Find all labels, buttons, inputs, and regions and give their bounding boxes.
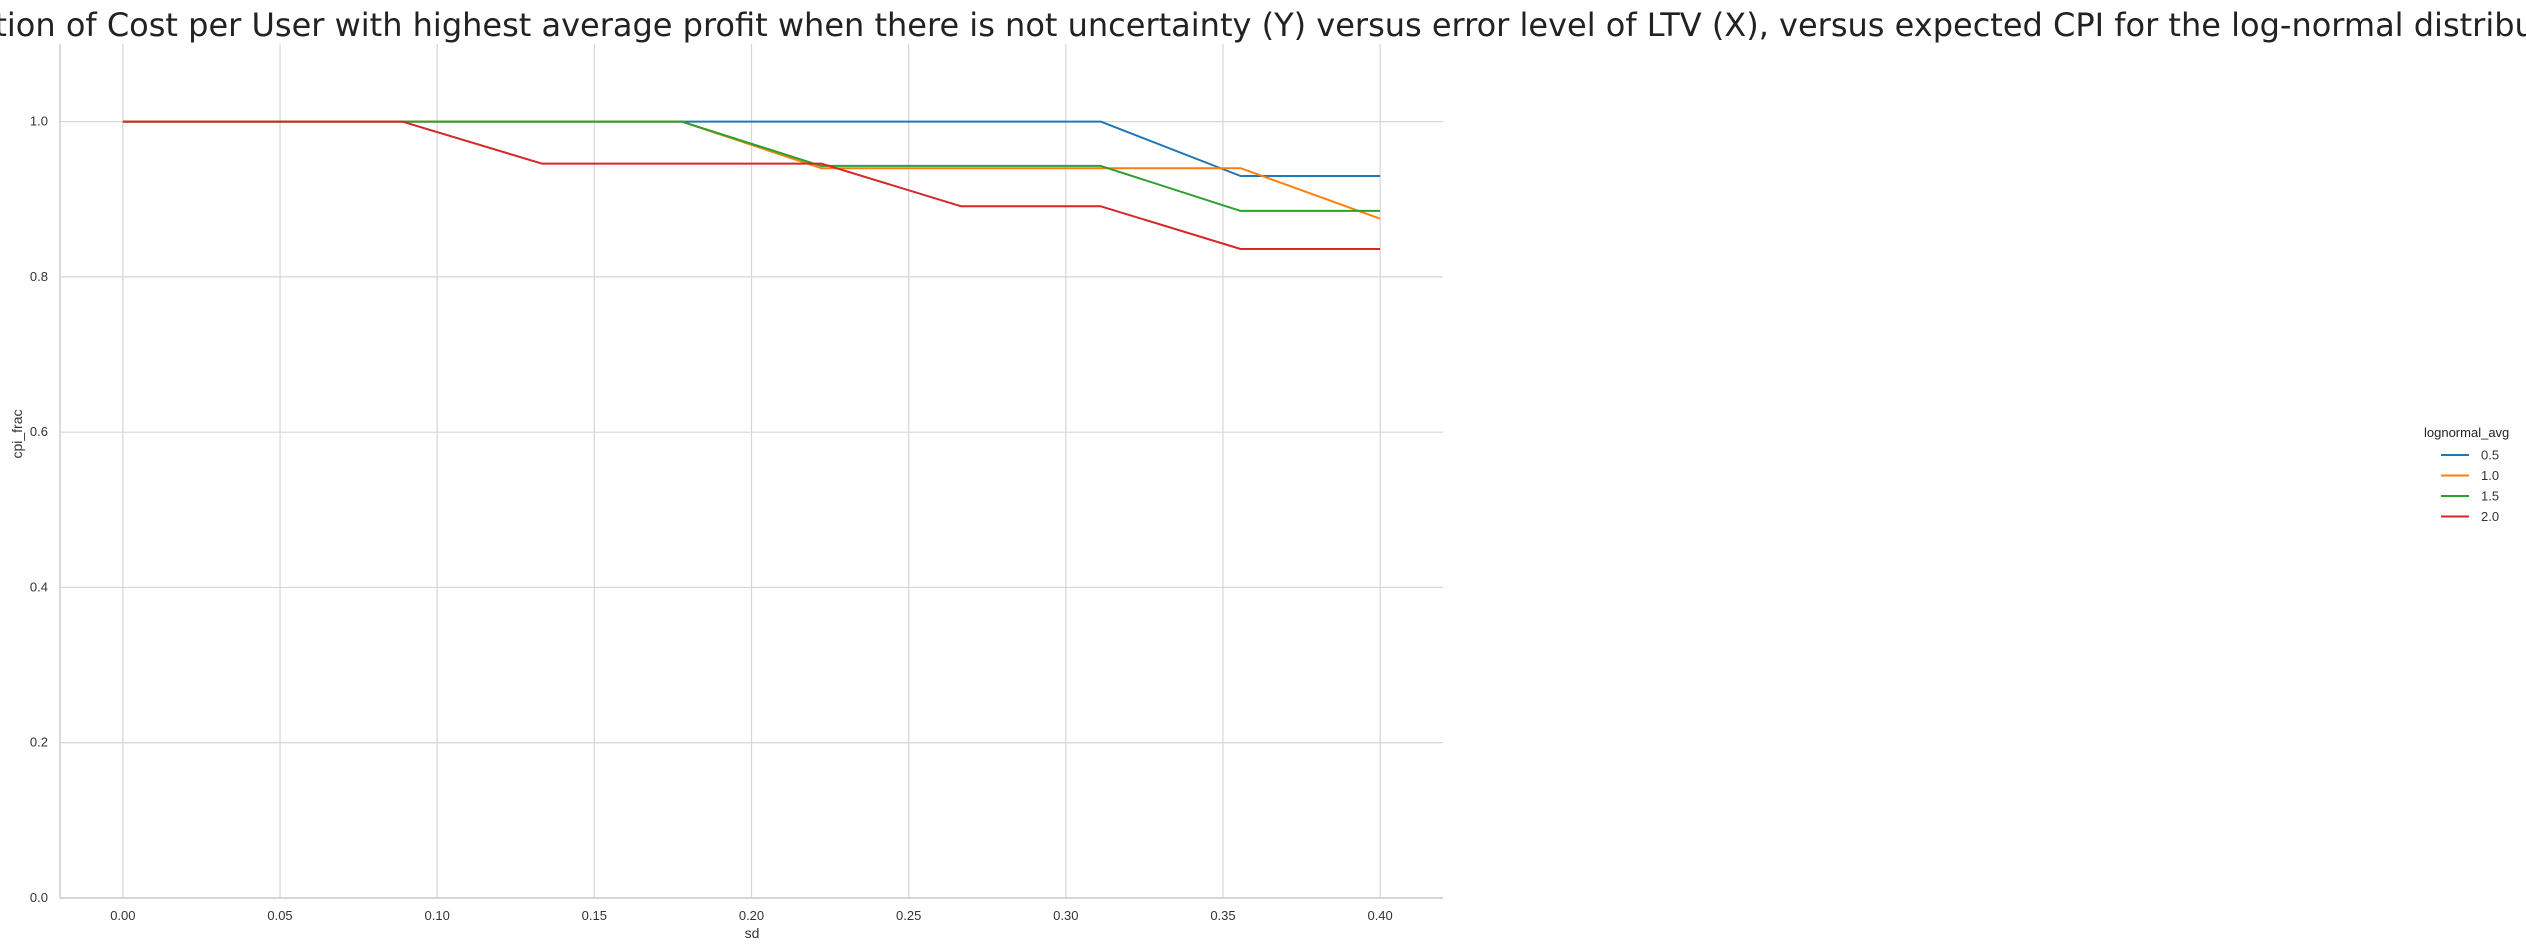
x-tick-label: 0.00 xyxy=(110,908,135,923)
x-tick-label: 0.20 xyxy=(739,908,764,923)
x-tick-label: 0.35 xyxy=(1210,908,1235,923)
y-tick-labels: 0.0 0.2 0.4 0.6 0.8 1.0 xyxy=(30,114,48,905)
x-tick-label: 0.25 xyxy=(896,908,921,923)
legend-items: 0.5 1.0 1.5 2.0 xyxy=(2441,448,2499,524)
x-tick-label: 0.30 xyxy=(1053,908,1078,923)
series-lines xyxy=(122,120,1381,250)
x-tick-label: 0.10 xyxy=(425,908,450,923)
chart-title: Fraction of Cost per User with highest a… xyxy=(0,6,2526,44)
legend: lognormal_avg 0.5 1.0 1.5 2.0 xyxy=(2424,425,2509,524)
x-axis-label: sd xyxy=(745,925,760,941)
x-tick-label: 0.40 xyxy=(1367,908,1392,923)
y-tick-label: 0.4 xyxy=(30,579,48,594)
y-tick-label: 0.0 xyxy=(30,890,48,905)
legend-title: lognormal_avg xyxy=(2424,425,2509,440)
y-axis-label: cpi_frac xyxy=(9,409,25,458)
x-tick-label: 0.05 xyxy=(267,908,292,923)
series-line-2.0 xyxy=(122,120,1381,250)
legend-label: 0.5 xyxy=(2481,448,2499,463)
x-tick-label: 0.15 xyxy=(582,908,607,923)
y-tick-label: 0.8 xyxy=(30,269,48,284)
grid xyxy=(60,44,1443,899)
legend-label: 2.0 xyxy=(2481,509,2499,524)
y-tick-label: 0.6 xyxy=(30,424,48,439)
legend-label: 1.5 xyxy=(2481,489,2499,504)
y-tick-label: 0.2 xyxy=(30,735,48,750)
y-tick-label: 1.0 xyxy=(30,114,48,129)
x-tick-labels: 0.00 0.05 0.10 0.15 0.20 0.25 0.30 0.35 0.40 xyxy=(110,908,1393,923)
axes-spines xyxy=(59,44,1443,899)
legend-label: 1.0 xyxy=(2481,468,2499,483)
